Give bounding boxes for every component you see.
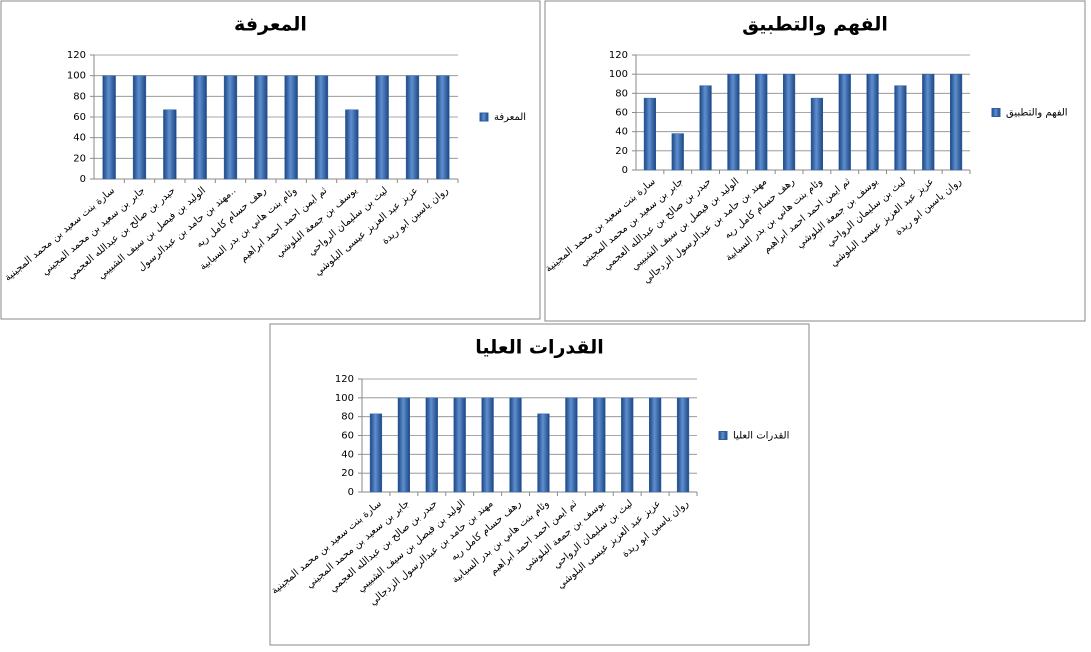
bar bbox=[593, 397, 606, 493]
bar bbox=[375, 75, 389, 180]
chart-title: الفهم والتطبيق bbox=[742, 14, 888, 36]
y-tick-label: 120 bbox=[67, 50, 86, 61]
y-tick-label: 20 bbox=[73, 153, 86, 164]
bar bbox=[782, 73, 796, 171]
y-tick-label: 0 bbox=[348, 487, 354, 498]
bar bbox=[223, 75, 238, 180]
bar bbox=[284, 75, 298, 180]
y-tick-label: 40 bbox=[615, 127, 628, 138]
y-tick-label: 0 bbox=[80, 174, 86, 185]
legend-swatch bbox=[718, 431, 728, 440]
bar bbox=[537, 413, 550, 493]
bar bbox=[405, 75, 420, 180]
bar bbox=[163, 109, 177, 180]
y-tick-label: 0 bbox=[622, 165, 628, 176]
bar bbox=[481, 397, 494, 493]
y-tick-label: 40 bbox=[73, 133, 86, 144]
bar bbox=[436, 75, 450, 180]
bar bbox=[894, 85, 907, 171]
y-tick-label: 20 bbox=[615, 146, 628, 157]
chart-panel bbox=[269, 323, 810, 646]
bar bbox=[643, 97, 657, 171]
bar bbox=[345, 109, 359, 180]
legend-swatch bbox=[991, 108, 1001, 117]
chart-panel bbox=[0, 0, 541, 320]
chart-title: القدرات العليا bbox=[475, 337, 603, 359]
bar bbox=[314, 75, 329, 180]
y-tick-label: 100 bbox=[609, 69, 628, 80]
chart-title: المعرفة bbox=[234, 14, 307, 36]
bar bbox=[193, 75, 207, 180]
bar bbox=[369, 413, 383, 493]
y-tick-label: 120 bbox=[609, 50, 628, 61]
bar bbox=[254, 75, 268, 180]
y-tick-label: 60 bbox=[73, 112, 86, 123]
bar bbox=[621, 397, 634, 493]
y-tick-label: 80 bbox=[615, 88, 628, 99]
bar bbox=[397, 397, 410, 493]
y-tick-label: 60 bbox=[341, 431, 354, 442]
y-tick-label: 100 bbox=[335, 393, 354, 404]
bar bbox=[565, 397, 578, 493]
y-tick-label: 80 bbox=[341, 412, 354, 423]
bar bbox=[453, 397, 466, 493]
y-tick-label: 100 bbox=[67, 71, 86, 82]
y-tick-label: 80 bbox=[73, 91, 86, 102]
bar bbox=[676, 397, 690, 493]
bar bbox=[727, 73, 740, 171]
bar bbox=[102, 75, 116, 180]
y-tick-label: 20 bbox=[341, 468, 354, 479]
y-tick-label: 40 bbox=[341, 449, 354, 460]
legend-label: الفهم والتطبيق bbox=[1006, 108, 1068, 119]
bar bbox=[949, 73, 963, 171]
legend-label: المعرفة bbox=[494, 112, 526, 123]
y-tick-label: 60 bbox=[615, 108, 628, 119]
legend-swatch bbox=[479, 112, 489, 122]
bar bbox=[838, 73, 851, 171]
y-tick-label: 120 bbox=[335, 374, 354, 385]
bar bbox=[866, 73, 879, 171]
bar bbox=[509, 397, 522, 493]
bar bbox=[755, 73, 768, 171]
bar bbox=[699, 85, 712, 171]
bar bbox=[425, 397, 438, 493]
bar bbox=[810, 97, 824, 171]
bar bbox=[132, 75, 147, 180]
bar bbox=[922, 73, 935, 171]
bar bbox=[649, 397, 662, 493]
bar bbox=[671, 133, 684, 171]
legend-label: القدرات العليا bbox=[733, 431, 789, 442]
